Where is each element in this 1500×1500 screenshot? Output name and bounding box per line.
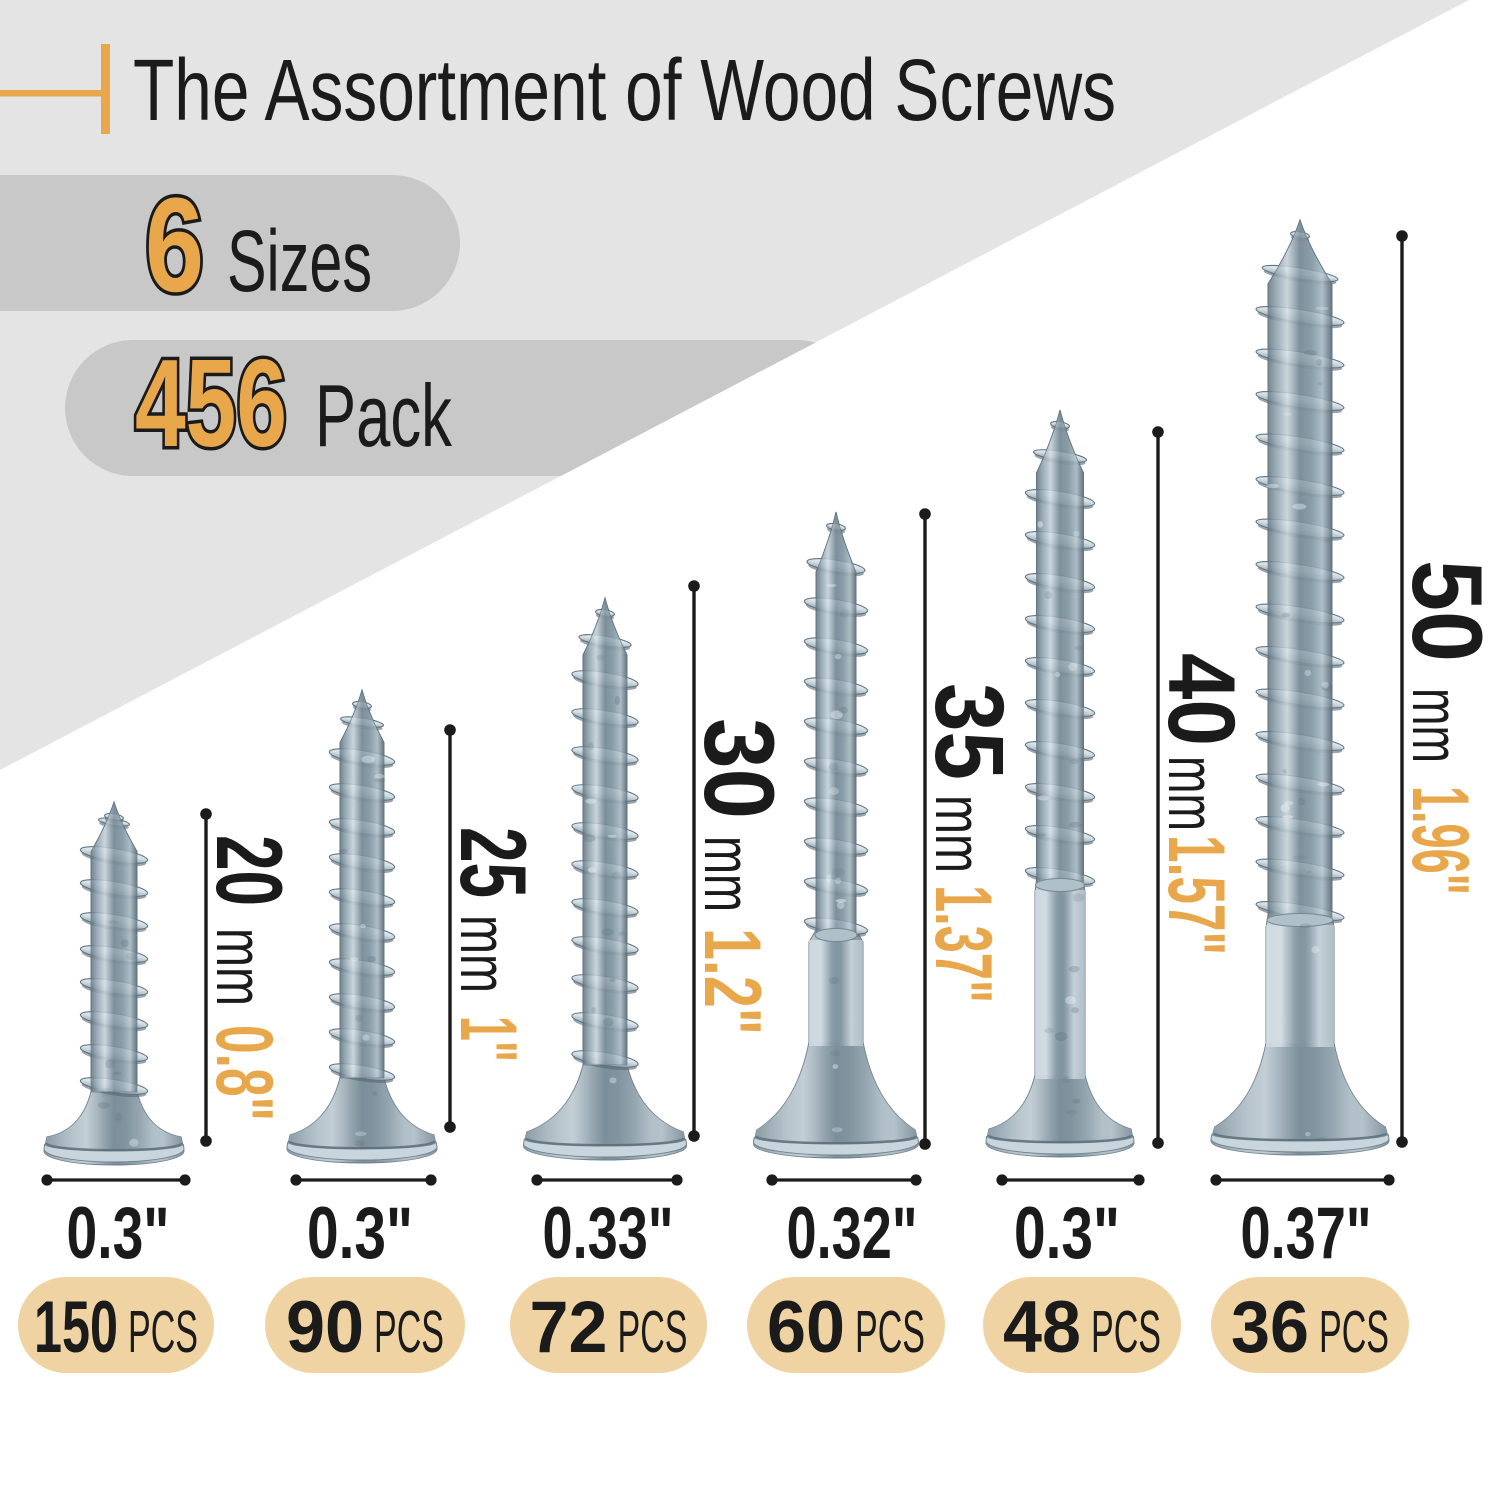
svg-text:1": 1" [443, 1016, 533, 1062]
svg-text:1.37": 1.37" [918, 885, 1008, 1003]
svg-text:0.3": 0.3" [1014, 1193, 1120, 1274]
svg-text:150: 150 [34, 1287, 118, 1368]
svg-text:mm: mm [1155, 756, 1229, 831]
svg-text:0.32": 0.32" [787, 1193, 918, 1274]
svg-text:0.8": 0.8" [199, 1025, 289, 1121]
svg-text:mm: mm [691, 836, 765, 912]
svg-text:The Assortment of Wood Screws: The Assortment of Wood Screws [133, 42, 1116, 139]
svg-text:6: 6 [145, 171, 204, 320]
svg-text:60: 60 [767, 1287, 845, 1368]
svg-text:PCS: PCS [1319, 1299, 1389, 1365]
svg-text:72: 72 [530, 1287, 608, 1368]
svg-text:40: 40 [1148, 653, 1254, 746]
svg-text:456: 456 [135, 335, 287, 473]
svg-text:PCS: PCS [374, 1299, 444, 1365]
svg-text:36: 36 [1231, 1287, 1309, 1368]
svg-text:mm: mm [203, 928, 277, 1006]
svg-text:PCS: PCS [128, 1299, 198, 1365]
svg-text:20: 20 [197, 835, 302, 906]
svg-text:50: 50 [1392, 560, 1500, 662]
svg-text:PCS: PCS [618, 1299, 688, 1365]
svg-text:0.37": 0.37" [1241, 1193, 1372, 1274]
svg-text:90: 90 [286, 1287, 364, 1368]
svg-text:Sizes: Sizes [227, 213, 372, 310]
svg-text:Pack: Pack [315, 366, 453, 465]
svg-text:mm: mm [1399, 688, 1473, 763]
svg-text:0.3": 0.3" [307, 1193, 413, 1274]
svg-text:0.3": 0.3" [67, 1193, 170, 1274]
svg-text:1.96": 1.96" [1395, 786, 1485, 895]
svg-text:48: 48 [1003, 1287, 1081, 1368]
svg-text:25: 25 [441, 827, 546, 898]
svg-text:PCS: PCS [1091, 1299, 1161, 1365]
svg-text:1.2": 1.2" [687, 928, 777, 1035]
svg-text:1.57": 1.57" [1151, 835, 1241, 955]
svg-text:35: 35 [915, 683, 1024, 780]
svg-text:PCS: PCS [855, 1299, 925, 1365]
svg-text:30: 30 [684, 718, 795, 819]
svg-text:0.33": 0.33" [543, 1193, 674, 1274]
svg-text:mm: mm [447, 915, 521, 993]
svg-text:mm: mm [922, 795, 996, 873]
